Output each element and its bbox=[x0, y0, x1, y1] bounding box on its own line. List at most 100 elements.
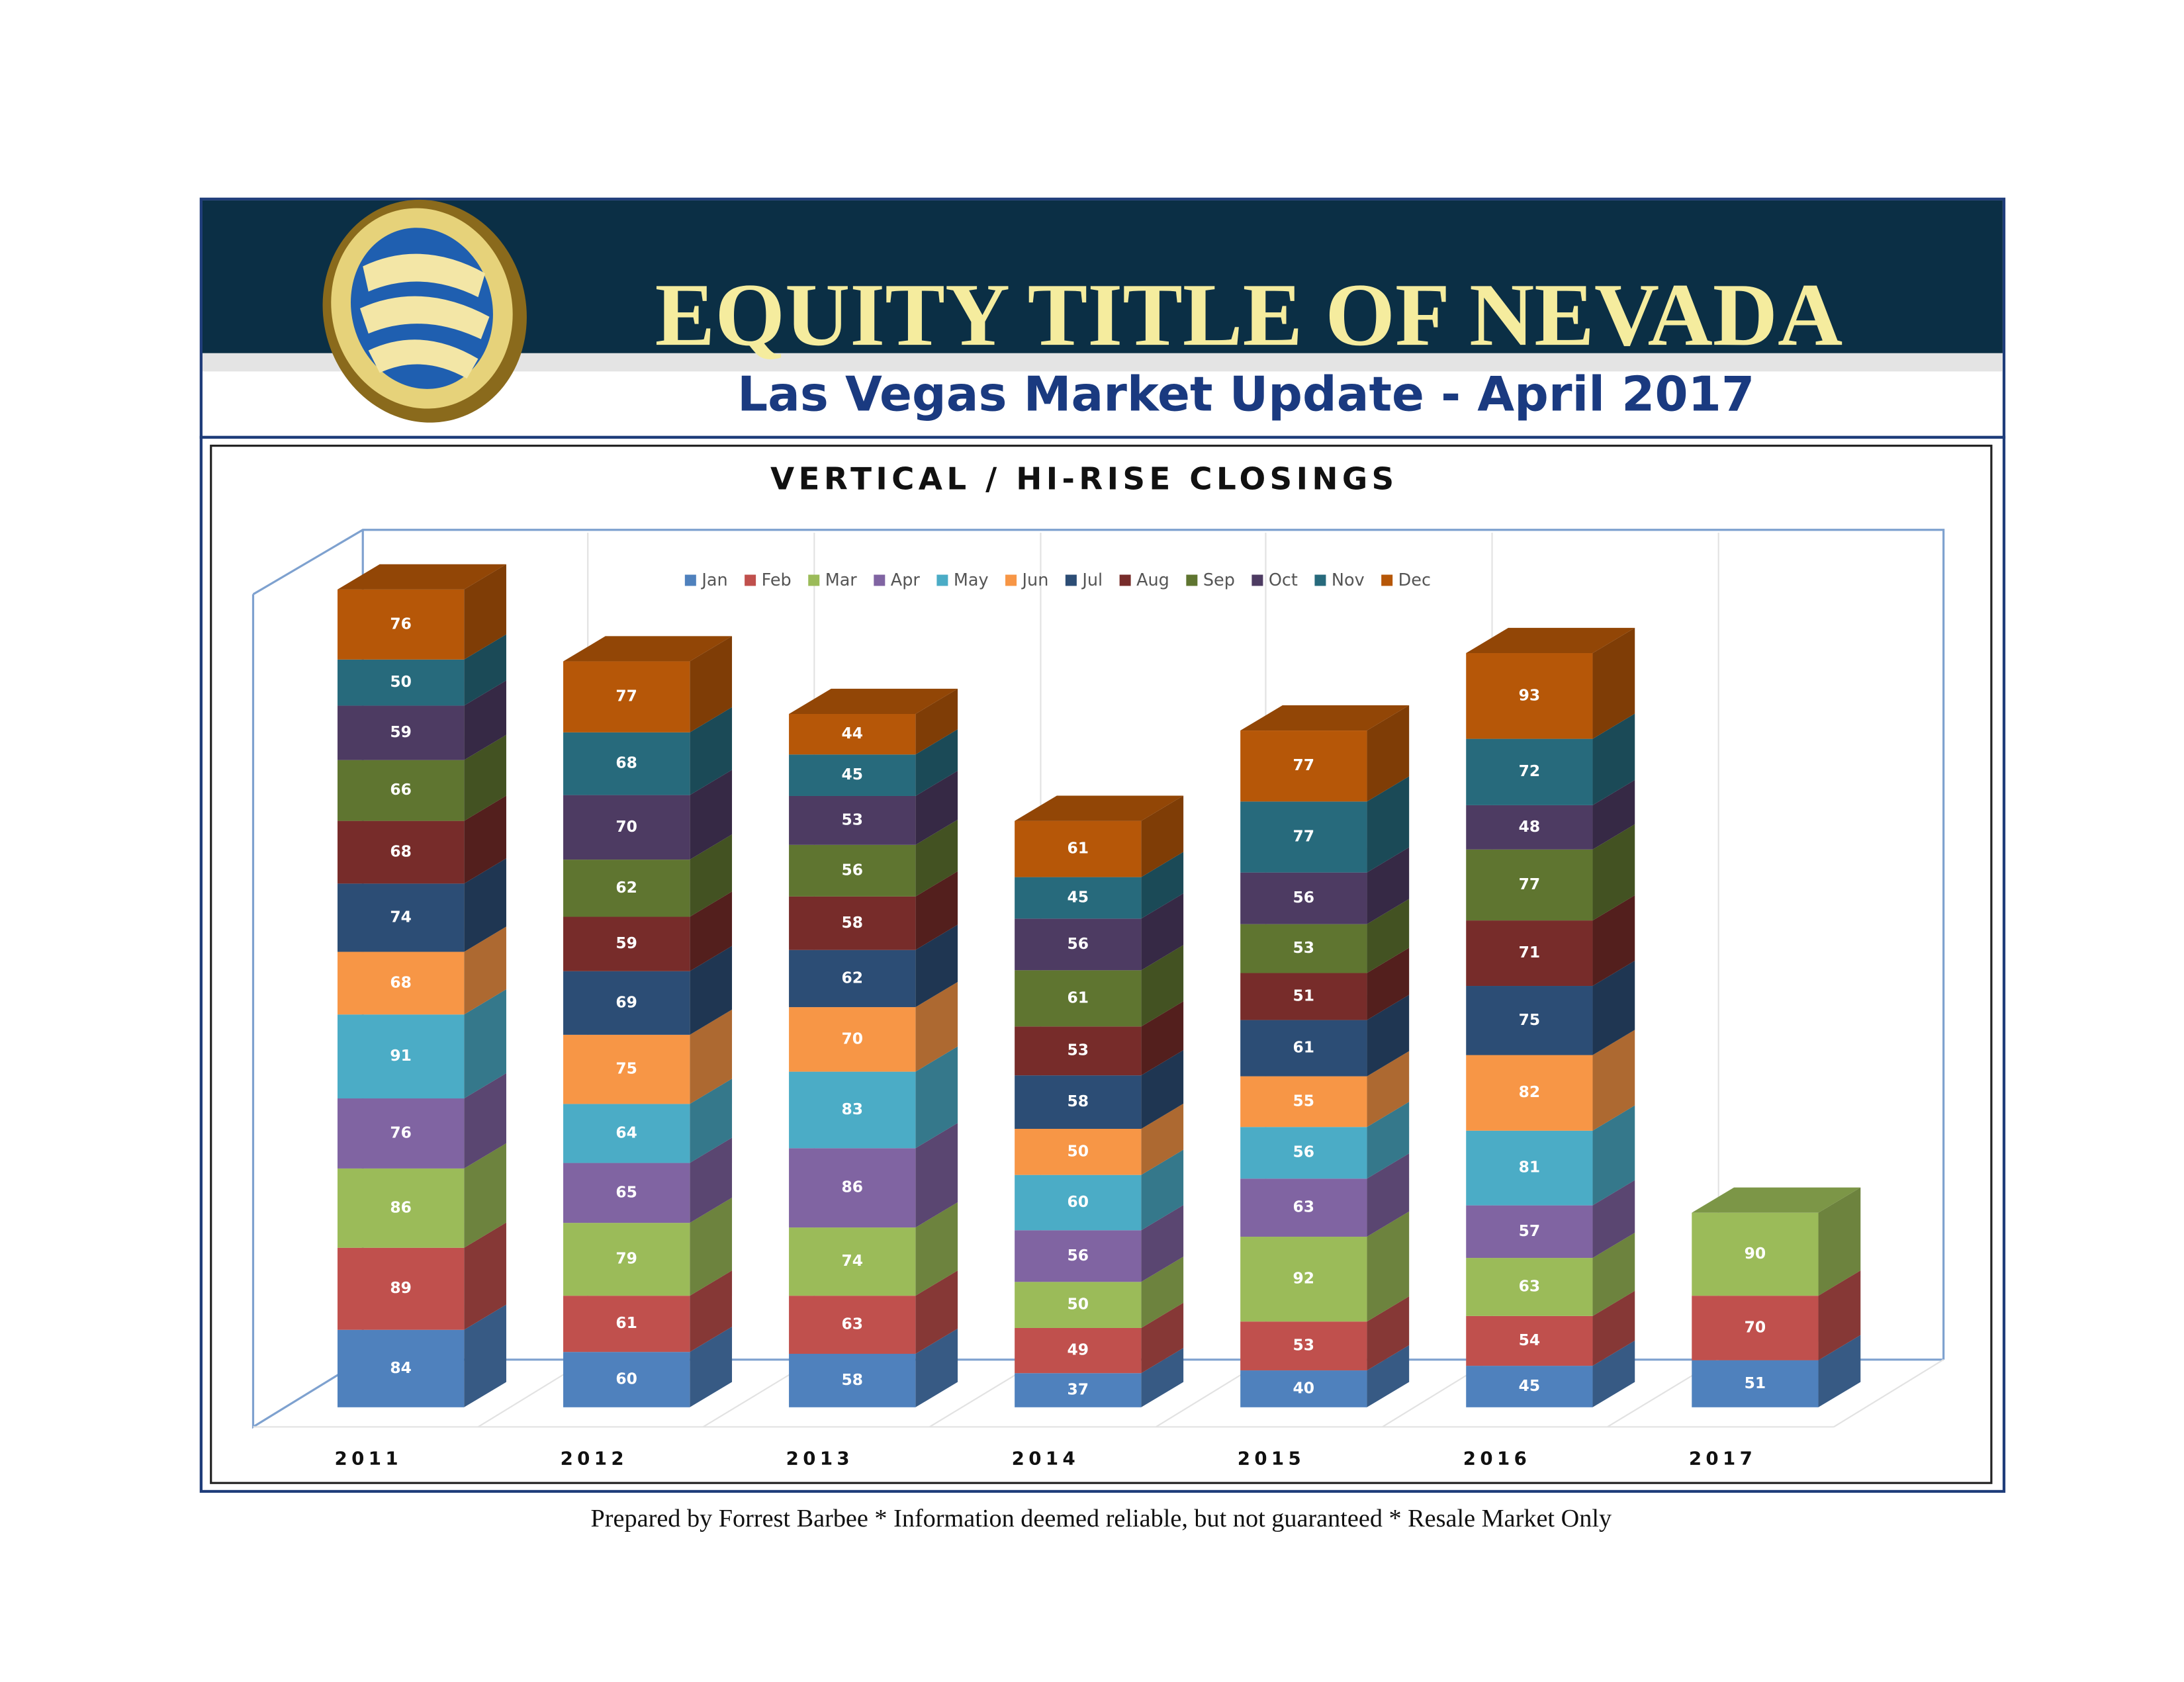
bar-side bbox=[1367, 847, 1410, 924]
data-label: 65 bbox=[615, 1182, 637, 1201]
bar-segment bbox=[789, 754, 916, 796]
data-label: 77 bbox=[1293, 756, 1315, 774]
bar-side bbox=[464, 634, 506, 706]
bar-side bbox=[690, 1079, 733, 1163]
bar-side bbox=[690, 1197, 733, 1296]
data-label: 68 bbox=[615, 754, 637, 772]
bar-side bbox=[915, 1328, 958, 1407]
bar-segment bbox=[337, 1014, 465, 1099]
data-label: 45 bbox=[841, 765, 863, 783]
data-label: 56 bbox=[841, 860, 863, 879]
data-label: 59 bbox=[615, 934, 637, 952]
bar-segment bbox=[337, 952, 465, 1015]
data-label: 59 bbox=[390, 723, 412, 741]
data-label: 45 bbox=[1067, 887, 1089, 906]
bar-side bbox=[1818, 1187, 1861, 1296]
data-label: 74 bbox=[841, 1251, 863, 1270]
bar-segment bbox=[789, 1353, 916, 1407]
bar-side bbox=[1141, 1103, 1184, 1175]
bar-top bbox=[1466, 627, 1635, 654]
bar-segment bbox=[1466, 1130, 1593, 1206]
bar-segment bbox=[1015, 970, 1142, 1027]
data-label: 61 bbox=[1293, 1038, 1315, 1057]
legend-swatch bbox=[684, 574, 696, 586]
bar-segment bbox=[1466, 805, 1593, 850]
bar-segment bbox=[1240, 973, 1367, 1020]
bar-side bbox=[1592, 779, 1635, 850]
data-label: 50 bbox=[1067, 1141, 1089, 1160]
bar-segment bbox=[789, 1296, 916, 1354]
bar-side bbox=[464, 989, 506, 1099]
bar-segment bbox=[789, 795, 916, 845]
bar-side bbox=[1592, 824, 1635, 921]
bar-segment bbox=[789, 844, 916, 897]
bar-side bbox=[464, 564, 506, 660]
legend-label: Jun bbox=[1021, 570, 1049, 590]
bar-side bbox=[690, 834, 733, 917]
data-label: 66 bbox=[390, 780, 412, 799]
bar-segment bbox=[563, 860, 690, 917]
legend-swatch bbox=[1065, 574, 1077, 586]
data-label: 55 bbox=[1293, 1091, 1315, 1110]
bar-segment bbox=[789, 950, 916, 1008]
x-tick-label: 2011 bbox=[335, 1448, 402, 1470]
chart-inner-frame bbox=[210, 445, 1993, 1484]
bar-segment bbox=[1466, 920, 1593, 987]
data-label: 86 bbox=[390, 1198, 412, 1216]
x-tick-label: 2013 bbox=[786, 1448, 854, 1470]
data-label: 79 bbox=[615, 1249, 637, 1268]
legend-swatch bbox=[1314, 574, 1326, 586]
bar-side bbox=[690, 1270, 733, 1352]
bar-side bbox=[1818, 1270, 1861, 1360]
bar-side bbox=[1141, 1302, 1184, 1374]
bar-top bbox=[563, 636, 733, 662]
data-label: 53 bbox=[841, 810, 863, 828]
bar-side bbox=[1141, 945, 1184, 1027]
data-label: 91 bbox=[390, 1046, 412, 1065]
data-label: 64 bbox=[615, 1123, 637, 1141]
bar-segment bbox=[563, 1223, 690, 1296]
legend-label: Nov bbox=[1332, 570, 1365, 590]
bar-side bbox=[464, 1073, 506, 1169]
bar-segment bbox=[1240, 801, 1367, 873]
bar-side bbox=[1367, 1102, 1410, 1179]
bar-segment bbox=[1240, 1020, 1367, 1077]
footer: Prepared by Forrest Barbee * Information… bbox=[591, 1505, 1612, 1532]
bar-top bbox=[1015, 795, 1184, 821]
data-label: 63 bbox=[1293, 1198, 1315, 1216]
data-label: 68 bbox=[390, 842, 412, 861]
legend-label: Oct bbox=[1269, 570, 1298, 590]
bar-segment bbox=[1466, 1258, 1593, 1316]
bar-segment bbox=[1015, 1075, 1142, 1129]
bar-segment bbox=[563, 661, 690, 732]
bar-segment bbox=[337, 1098, 465, 1169]
bar-side bbox=[690, 1327, 733, 1407]
bar-side bbox=[1367, 899, 1410, 973]
x-tick-label: 2015 bbox=[1238, 1448, 1305, 1470]
bar-segment bbox=[1015, 1174, 1142, 1231]
data-label: 71 bbox=[1519, 943, 1541, 961]
bar-side bbox=[1141, 852, 1184, 919]
bar-segment bbox=[337, 705, 465, 760]
bar-segment bbox=[1015, 1282, 1142, 1328]
data-label: 77 bbox=[1293, 827, 1315, 846]
data-label: 44 bbox=[841, 724, 863, 742]
bar-side bbox=[690, 770, 733, 860]
bar-segment bbox=[1015, 1129, 1142, 1175]
bar-side bbox=[1367, 995, 1410, 1077]
bar-side bbox=[690, 891, 733, 971]
bar-side bbox=[690, 946, 733, 1035]
data-label: 56 bbox=[1293, 1143, 1315, 1161]
bar-side bbox=[1141, 1257, 1184, 1328]
bar-side bbox=[1818, 1335, 1861, 1407]
header-title: EQUITY TITLE OF NEVADA bbox=[655, 265, 1843, 365]
bar-side bbox=[464, 1222, 506, 1330]
bar-side bbox=[1141, 795, 1184, 877]
bar-side bbox=[915, 981, 958, 1072]
data-label: 49 bbox=[1067, 1341, 1089, 1359]
bar-side bbox=[464, 1143, 506, 1248]
bar-side bbox=[1141, 1348, 1184, 1407]
bar-segment bbox=[1466, 849, 1593, 921]
bar-side bbox=[1592, 1290, 1635, 1366]
